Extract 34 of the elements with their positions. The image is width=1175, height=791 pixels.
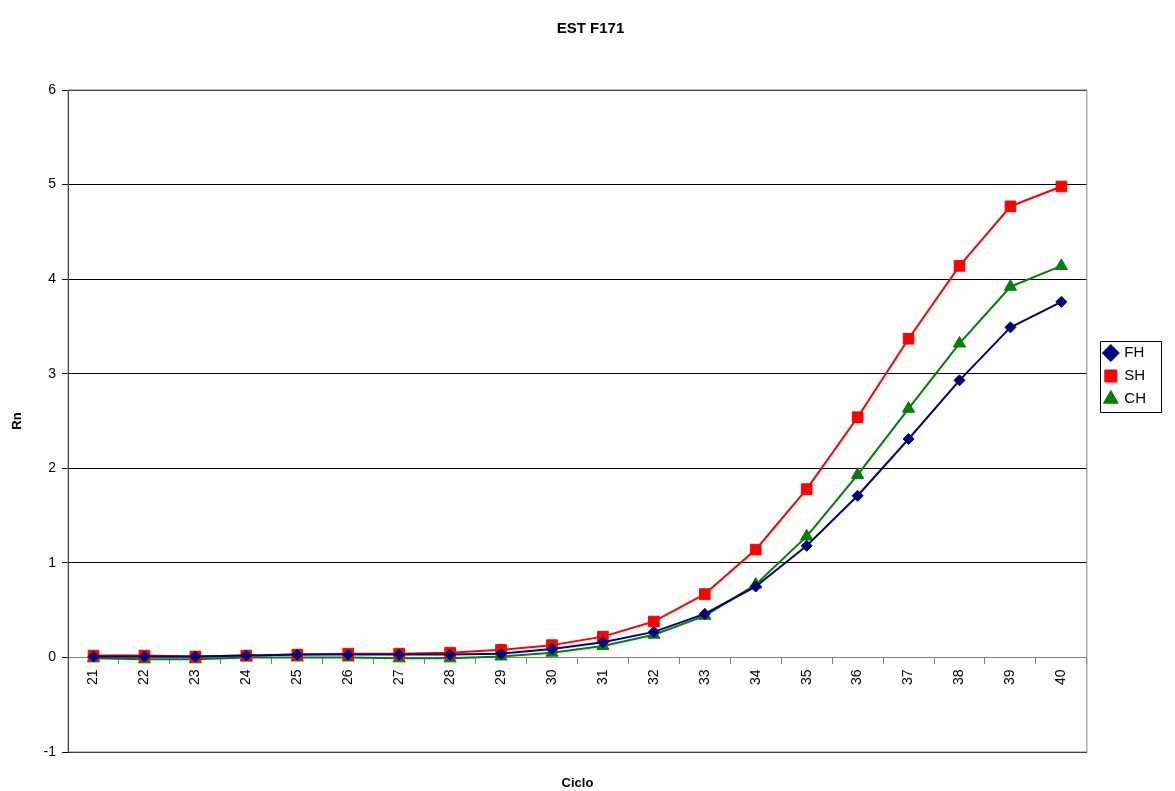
y-axis-title: Rn bbox=[9, 412, 25, 430]
x-tick-label: 31 bbox=[593, 669, 610, 686]
x-tick-label: 26 bbox=[339, 669, 356, 686]
chart-title: EST F171 bbox=[556, 19, 625, 37]
x-tick-label: 30 bbox=[542, 669, 559, 686]
x-tick-label: 28 bbox=[440, 669, 457, 686]
y-tick-label: 3 bbox=[48, 364, 57, 381]
x-tick-label: 25 bbox=[288, 669, 305, 686]
y-tick-label: 0 bbox=[48, 648, 57, 665]
y-tick-label: 4 bbox=[48, 270, 57, 286]
x-tick-label: 36 bbox=[848, 669, 865, 686]
x-tick-label: 35 bbox=[797, 669, 814, 686]
x-tick-label: 38 bbox=[950, 669, 967, 686]
legend-label: CH bbox=[1124, 389, 1147, 407]
y-tick-label: 5 bbox=[48, 175, 57, 192]
x-tick-label: 33 bbox=[695, 669, 712, 686]
y-tick-label: 2 bbox=[48, 459, 57, 476]
x-tick-label: 23 bbox=[186, 669, 203, 686]
x-tick-label: 21 bbox=[84, 669, 101, 686]
legend-label: FH bbox=[1124, 343, 1145, 361]
x-tick-label: 24 bbox=[237, 669, 254, 686]
x-tick-label: 39 bbox=[1001, 669, 1018, 686]
x-tick-label: 29 bbox=[491, 669, 508, 686]
legend-label: SH bbox=[1124, 366, 1146, 384]
y-tick-label: 6 bbox=[48, 80, 57, 97]
x-tick-label: 40 bbox=[1052, 669, 1069, 686]
y-tick-label: -1 bbox=[43, 742, 57, 759]
x-tick-label: 32 bbox=[644, 669, 661, 686]
x-tick-label: 22 bbox=[135, 669, 152, 686]
y-tick-label: 1 bbox=[48, 553, 57, 570]
x-tick-label: 27 bbox=[390, 669, 407, 686]
x-tick-label: 37 bbox=[899, 669, 916, 686]
x-axis-title: Ciclo bbox=[561, 774, 594, 790]
x-tick-label: 34 bbox=[746, 669, 763, 686]
